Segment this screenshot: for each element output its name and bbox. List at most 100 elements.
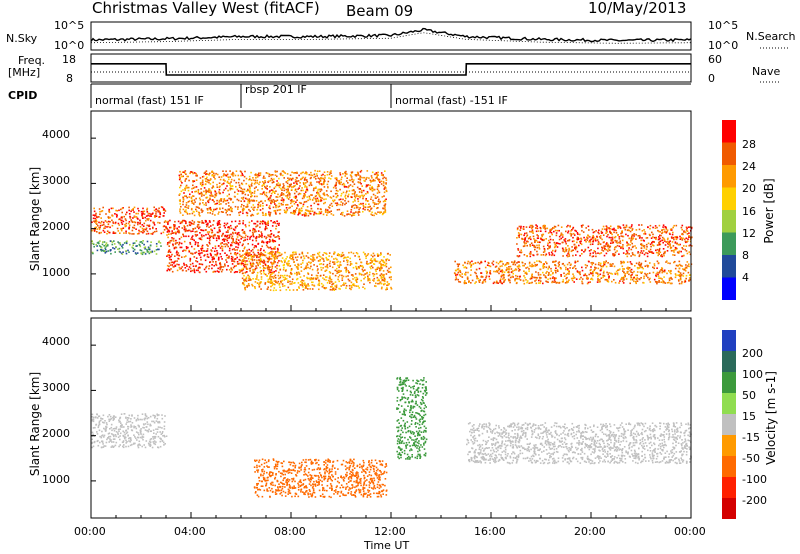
power-cell — [345, 271, 347, 273]
power-cell — [237, 246, 239, 249]
power-cell — [608, 227, 610, 229]
power-cell — [351, 189, 354, 192]
power-cell — [103, 245, 105, 247]
power-cell — [470, 269, 472, 271]
power-cell — [227, 229, 229, 232]
power-cell — [338, 181, 340, 184]
power-cell — [636, 271, 639, 273]
power-cell — [517, 249, 520, 251]
power-cell — [324, 270, 326, 272]
power-cell — [271, 262, 273, 264]
power-cell — [551, 233, 553, 236]
power-cell — [122, 251, 124, 253]
power-cell — [324, 177, 326, 179]
power-cell — [367, 279, 369, 282]
power-cell — [345, 287, 347, 289]
power-cell — [255, 236, 258, 239]
power-cell — [455, 278, 458, 280]
power-cell — [297, 268, 299, 270]
power-cell — [552, 261, 554, 263]
power-cell — [250, 255, 253, 257]
power-cell — [282, 276, 285, 279]
power-cell — [199, 192, 202, 195]
power-cell — [99, 213, 101, 216]
power-cell — [310, 207, 313, 210]
power-cell — [283, 264, 285, 267]
power-cell — [506, 262, 508, 264]
power-cell — [116, 210, 119, 212]
power-cell — [530, 242, 533, 244]
power-cell — [551, 253, 554, 255]
power-cell — [271, 251, 273, 253]
power-cell — [315, 186, 317, 188]
power-cell — [518, 261, 520, 263]
power-cell — [226, 180, 229, 183]
power-cell — [583, 236, 585, 239]
power-cell — [318, 284, 321, 287]
power-cell — [359, 264, 362, 267]
power-cell — [301, 197, 304, 200]
power-cell — [668, 279, 671, 282]
power-cell — [363, 283, 365, 285]
power-cell — [615, 241, 618, 243]
power-cell — [628, 247, 630, 249]
power-cell — [507, 278, 510, 281]
power-cell — [663, 237, 665, 240]
power-cell — [685, 250, 688, 252]
power-cell — [568, 270, 570, 272]
power-cell — [363, 179, 365, 182]
power-cell — [227, 231, 229, 233]
power-cell — [230, 267, 232, 269]
power-cell — [471, 279, 474, 282]
power-cell — [125, 230, 127, 233]
power-cell — [304, 178, 306, 180]
power-cell — [239, 222, 241, 225]
power-cell — [286, 203, 288, 206]
power-cell — [257, 212, 260, 215]
power-cell — [118, 224, 121, 226]
power-cell — [342, 173, 344, 175]
power-cell — [224, 252, 226, 254]
power-cell — [621, 265, 624, 268]
power-cell — [641, 266, 643, 269]
power-cell — [133, 233, 135, 235]
power-cell — [354, 204, 356, 206]
power-cell — [592, 272, 594, 275]
power-cell — [150, 215, 152, 217]
power-cell — [369, 205, 371, 208]
power-cell — [362, 251, 365, 254]
power-cell — [580, 237, 582, 240]
power-cell — [212, 256, 215, 258]
power-cell — [336, 254, 339, 256]
power-cell — [326, 209, 329, 211]
power-cell — [317, 188, 320, 191]
power-cell — [615, 246, 617, 248]
power-cell — [461, 276, 464, 278]
power-cell — [293, 282, 295, 284]
power-cell — [273, 210, 276, 212]
power-cell — [284, 261, 286, 263]
power-cell — [163, 212, 165, 214]
power-cell — [625, 226, 628, 228]
power-cell — [308, 184, 311, 187]
power-cell — [225, 259, 227, 261]
power-cell — [240, 238, 242, 240]
power-cell — [518, 270, 520, 272]
power-cell — [226, 185, 228, 187]
power-cell — [536, 234, 538, 236]
power-cell — [270, 199, 273, 202]
power-cell — [209, 212, 211, 214]
power-cell — [186, 213, 189, 215]
power-cell — [248, 185, 251, 188]
power-cell — [529, 278, 532, 280]
power-cell — [292, 186, 295, 188]
power-cell — [610, 272, 612, 275]
power-cell — [206, 225, 208, 228]
power-cell — [209, 172, 211, 175]
power-cell — [169, 251, 172, 253]
power-cell — [240, 205, 242, 208]
power-cell — [624, 274, 626, 277]
power-cell — [255, 265, 257, 267]
power-cell — [269, 275, 272, 277]
power-cell — [371, 177, 373, 179]
